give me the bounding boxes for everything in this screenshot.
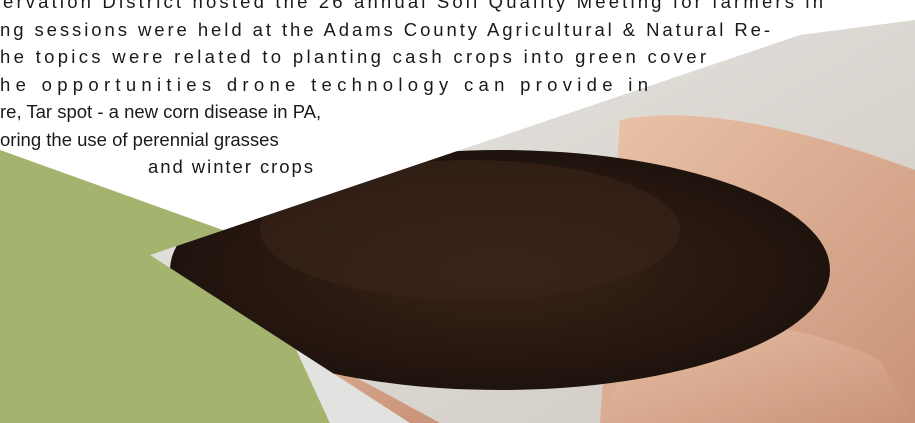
page: ervation District hosted the 26 annual S… xyxy=(0,0,915,423)
text-line: oring the use of perennial grasses xyxy=(0,129,279,150)
text-line: ervation District hosted the 26 annual S… xyxy=(3,0,823,12)
text-line: he topics were related to planting cash … xyxy=(0,46,706,67)
text-line: ng sessions were held at the Adams Count… xyxy=(0,19,770,40)
newsletter-section: ervation District hosted the 26 annual S… xyxy=(0,0,915,423)
text-line: he opportunities drone technology can pr… xyxy=(0,74,648,95)
text-line: re, Tar spot - a new corn disease in PA, xyxy=(0,101,321,122)
text-line: and winter crops xyxy=(148,156,313,177)
